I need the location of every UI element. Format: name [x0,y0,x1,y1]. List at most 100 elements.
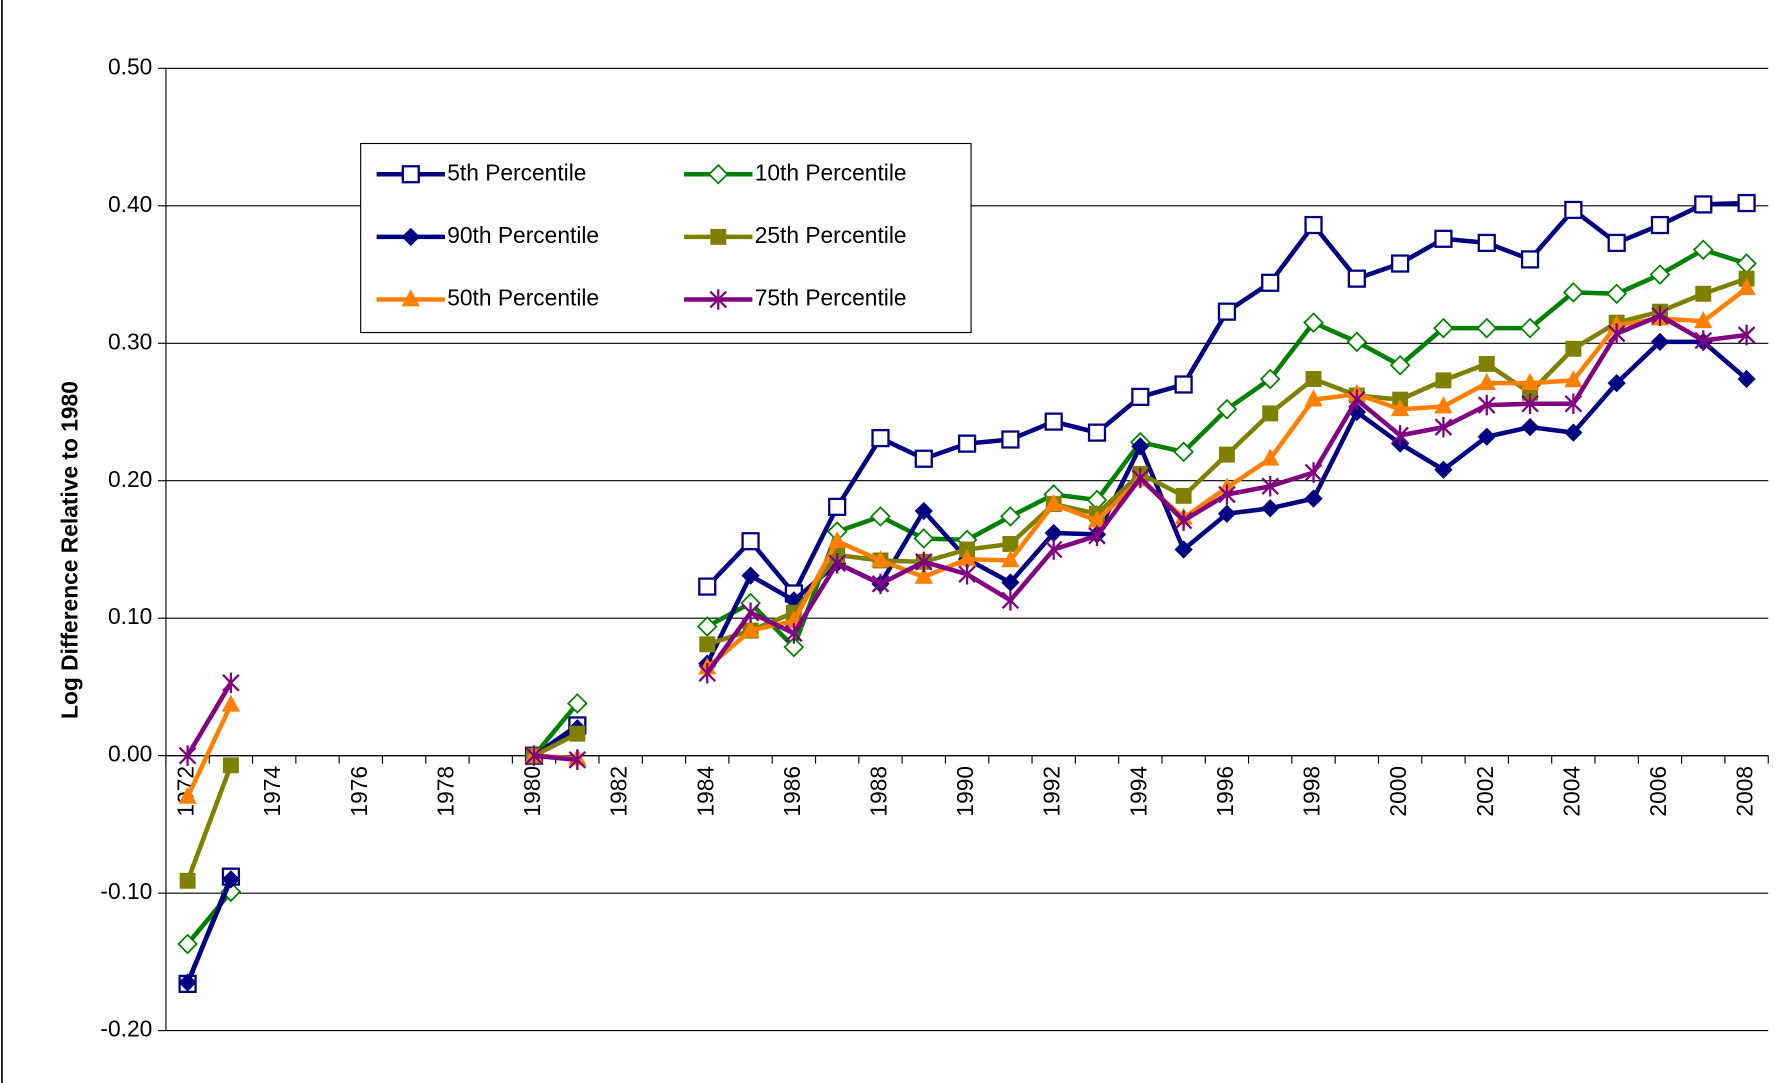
marker [1346,331,1368,353]
marker [1088,525,1106,546]
marker [870,506,891,527]
x-tick-label: 2002 [1472,766,1498,817]
marker [914,566,933,584]
marker [1520,418,1540,437]
marker [1434,460,1453,479]
x-tick-label: 1986 [779,766,805,817]
marker [1001,590,1020,611]
marker [1001,430,1020,449]
marker [1564,370,1583,388]
y-tick-label: 0.30 [108,328,152,354]
marker [1476,317,1498,339]
marker [1348,389,1366,410]
legend-label: 10th Percentile [755,159,907,185]
marker [1520,250,1540,269]
marker [1650,332,1670,352]
legend-label: 25th Percentile [755,222,907,248]
y-axis-label: Log Difference Relative to 1980 [56,381,82,719]
marker [698,577,717,596]
x-tick-label: 1996 [1212,766,1238,817]
marker [1131,437,1150,456]
legend: 5th Percentile 10th Percentile 90th Percen… [360,142,972,334]
marker [1044,412,1063,431]
marker [1737,369,1756,389]
marker [957,548,977,566]
marker [1261,475,1280,497]
marker [1434,396,1453,414]
y-tick-label: 0.10 [108,603,152,629]
marker [1695,285,1712,302]
marker [1650,215,1670,235]
legend-marker [707,163,729,185]
marker [1391,254,1410,273]
marker [1304,489,1323,508]
x-tick-label: 1992 [1039,766,1065,817]
marker [1694,195,1713,214]
legend-marker [401,227,420,246]
marker [1607,323,1626,344]
legend-marker [709,289,728,310]
x-tick-label: 1990 [952,766,978,817]
marker [179,872,196,889]
legend-marker [401,289,420,307]
marker [1564,423,1583,442]
x-tick-label: 1998 [1299,766,1325,817]
marker [222,672,240,694]
marker [1002,536,1019,552]
marker [828,497,847,516]
marker [1001,573,1020,592]
marker [741,532,760,551]
marker [1564,393,1583,415]
marker [1607,374,1626,393]
marker [785,623,803,644]
marker [1389,354,1411,376]
legend-marker [710,228,727,245]
legend-marker [401,165,420,184]
marker [1173,441,1194,463]
marker [699,636,716,653]
marker [1304,462,1323,483]
marker [1477,427,1496,446]
marker [1391,425,1409,446]
y-tick-label: 0.50 [108,53,152,79]
x-tick-label: 1988 [865,766,891,817]
marker [1261,499,1280,518]
marker [828,530,847,549]
marker [1216,398,1238,420]
x-tick-label: 2004 [1558,766,1584,817]
marker [1087,510,1107,528]
marker [1519,317,1541,339]
y-tick-label: -0.20 [100,1016,152,1042]
marker [915,551,933,573]
marker [914,449,933,468]
marker [1694,330,1713,351]
marker [1434,416,1453,438]
marker [221,694,241,712]
marker [1607,233,1626,253]
marker [913,528,935,549]
y-tick-label: 0.00 [108,741,152,767]
marker [177,933,198,955]
marker [696,616,718,637]
legend-label: 50th Percentile [447,285,599,311]
marker [1044,493,1063,511]
marker [1651,305,1669,327]
marker [1218,484,1236,505]
marker [178,786,197,804]
marker [1737,324,1756,346]
marker [871,550,890,568]
legend-box [360,142,972,334]
marker [871,573,890,595]
marker [1218,446,1235,463]
marker [525,745,543,766]
marker [1565,340,1582,357]
marker [698,662,717,684]
marker [783,636,805,658]
marker [1433,317,1454,339]
marker [568,749,587,771]
series [178,305,1756,771]
marker [1175,487,1192,504]
legend-label: 5th Percentile [447,159,586,185]
x-tick-label: 1984 [692,766,718,817]
marker [741,602,760,623]
